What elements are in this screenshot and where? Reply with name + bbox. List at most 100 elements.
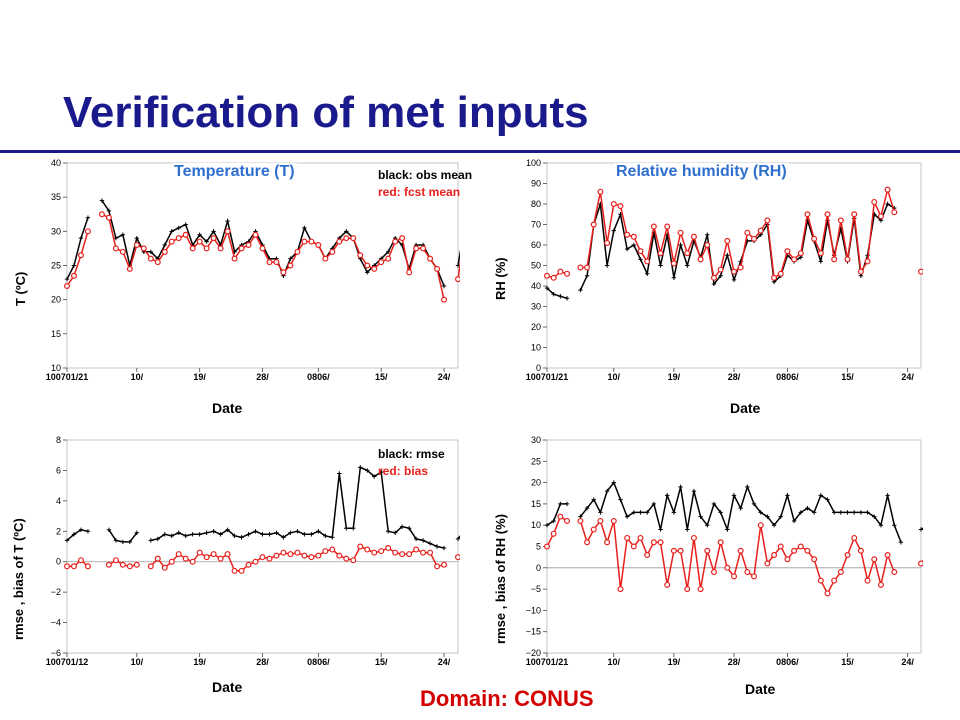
- data-point-fcst: [824, 211, 831, 218]
- data-point-fcst: [650, 539, 657, 546]
- x-tick-label: 19/: [193, 372, 206, 382]
- data-point-obs: [176, 530, 181, 536]
- data-point-obs: [544, 285, 550, 291]
- x-tick-label: 19/: [193, 657, 206, 667]
- data-point-obs: [64, 538, 70, 543]
- y-tick-label: −5: [531, 584, 541, 594]
- data-point-obs: [204, 530, 209, 536]
- series-line-fcst: [546, 515, 568, 547]
- data-point-obs: [392, 530, 398, 536]
- y-tick-label: 10: [51, 363, 61, 373]
- data-point-fcst: [64, 563, 71, 570]
- data-point-obs: [85, 529, 91, 534]
- data-point-fcst: [336, 238, 343, 245]
- data-point-fcst: [844, 552, 851, 559]
- data-point-obs: [302, 532, 307, 537]
- data-point-obs: [678, 484, 683, 490]
- data-point-obs: [309, 532, 314, 537]
- data-point-fcst: [112, 557, 119, 564]
- data-point-obs: [885, 493, 890, 498]
- rh-error-x-axis-label: Date: [745, 681, 776, 697]
- data-point-fcst: [196, 238, 203, 245]
- data-point-fcst: [811, 235, 818, 242]
- title-underline: [0, 150, 960, 153]
- data-point-fcst: [189, 245, 196, 252]
- data-point-fcst: [604, 539, 611, 546]
- data-point-fcst: [175, 235, 182, 242]
- data-point-obs: [218, 532, 223, 537]
- data-point-obs: [544, 523, 550, 528]
- data-point-fcst: [252, 231, 259, 238]
- data-point-fcst: [329, 248, 336, 255]
- data-point-fcst: [252, 558, 259, 565]
- data-point-fcst: [751, 235, 758, 242]
- data-point-fcst: [245, 241, 252, 248]
- data-point-obs: [671, 510, 677, 515]
- x-tick-label: 0806/: [776, 657, 799, 667]
- data-point-fcst: [597, 188, 604, 195]
- data-point-fcst: [764, 217, 771, 224]
- data-point-fcst: [637, 534, 644, 541]
- data-point-obs: [344, 229, 349, 234]
- x-tick-label: 0806/: [307, 372, 330, 382]
- data-point-fcst: [273, 552, 280, 559]
- data-point-obs: [678, 242, 683, 248]
- data-point-obs: [658, 263, 663, 268]
- data-point-obs: [725, 527, 730, 532]
- data-point-fcst: [891, 209, 898, 216]
- series-line-obs: [579, 202, 895, 291]
- data-point-obs: [811, 510, 817, 515]
- y-tick-label: 30: [531, 435, 541, 445]
- data-point-fcst: [804, 547, 811, 554]
- data-point-obs: [183, 222, 188, 227]
- data-point-fcst: [797, 543, 804, 550]
- data-point-fcst: [764, 560, 771, 567]
- data-point-obs: [385, 249, 391, 255]
- data-point-fcst: [161, 248, 168, 255]
- x-tick-label: 28/: [728, 372, 741, 382]
- temperature-y-axis-label: T (ºC): [13, 271, 28, 306]
- x-tick-label: 0806/: [307, 657, 330, 667]
- data-point-fcst: [597, 517, 604, 524]
- y-tick-label: 40: [531, 281, 541, 291]
- data-point-fcst: [259, 554, 266, 561]
- x-tick-label: 15/: [841, 372, 854, 382]
- relative-humidity-chart: 0 10 20 30 40 50 60 70 80 90 100 100701/21 10/19/28/…: [526, 158, 923, 382]
- data-point-fcst: [697, 256, 704, 263]
- y-tick-label: 0: [536, 563, 541, 573]
- data-point-fcst: [329, 546, 336, 553]
- data-point-obs: [295, 529, 300, 534]
- data-point-obs: [399, 524, 405, 529]
- y-tick-label: −20: [526, 648, 541, 658]
- data-point-obs: [624, 246, 630, 252]
- data-point-fcst: [441, 296, 448, 303]
- data-point-fcst: [617, 203, 624, 210]
- x-tick-label: 24/: [901, 372, 914, 382]
- data-point-fcst: [871, 556, 878, 563]
- series-line-obs: [546, 503, 567, 526]
- rh-error-y-axis-label: rmse , bias of RH (%): [493, 513, 508, 644]
- data-point-fcst: [77, 252, 84, 259]
- data-point-fcst: [70, 563, 77, 570]
- data-point-obs: [798, 510, 803, 515]
- y-tick-label: 15: [51, 329, 61, 339]
- data-point-obs: [316, 529, 321, 534]
- data-point-fcst: [577, 264, 584, 271]
- x-tick-label: 10/: [131, 657, 144, 667]
- data-point-obs: [731, 493, 737, 498]
- y-tick-label: −10: [526, 605, 541, 615]
- data-point-obs: [434, 544, 440, 549]
- data-point-fcst: [857, 547, 864, 554]
- data-point-fcst: [684, 586, 691, 593]
- data-point-fcst: [777, 270, 784, 277]
- data-point-fcst: [392, 238, 399, 245]
- x-tick-label: 24/: [438, 657, 451, 667]
- series-line-obs: [546, 287, 568, 300]
- data-point-fcst: [630, 233, 637, 240]
- data-point-fcst: [771, 274, 778, 281]
- y-tick-label: −6: [51, 648, 61, 658]
- data-point-obs: [455, 536, 460, 542]
- x-tick-label: 19/: [668, 657, 681, 667]
- data-point-obs: [267, 532, 272, 537]
- x-tick-label: 19/: [668, 372, 681, 382]
